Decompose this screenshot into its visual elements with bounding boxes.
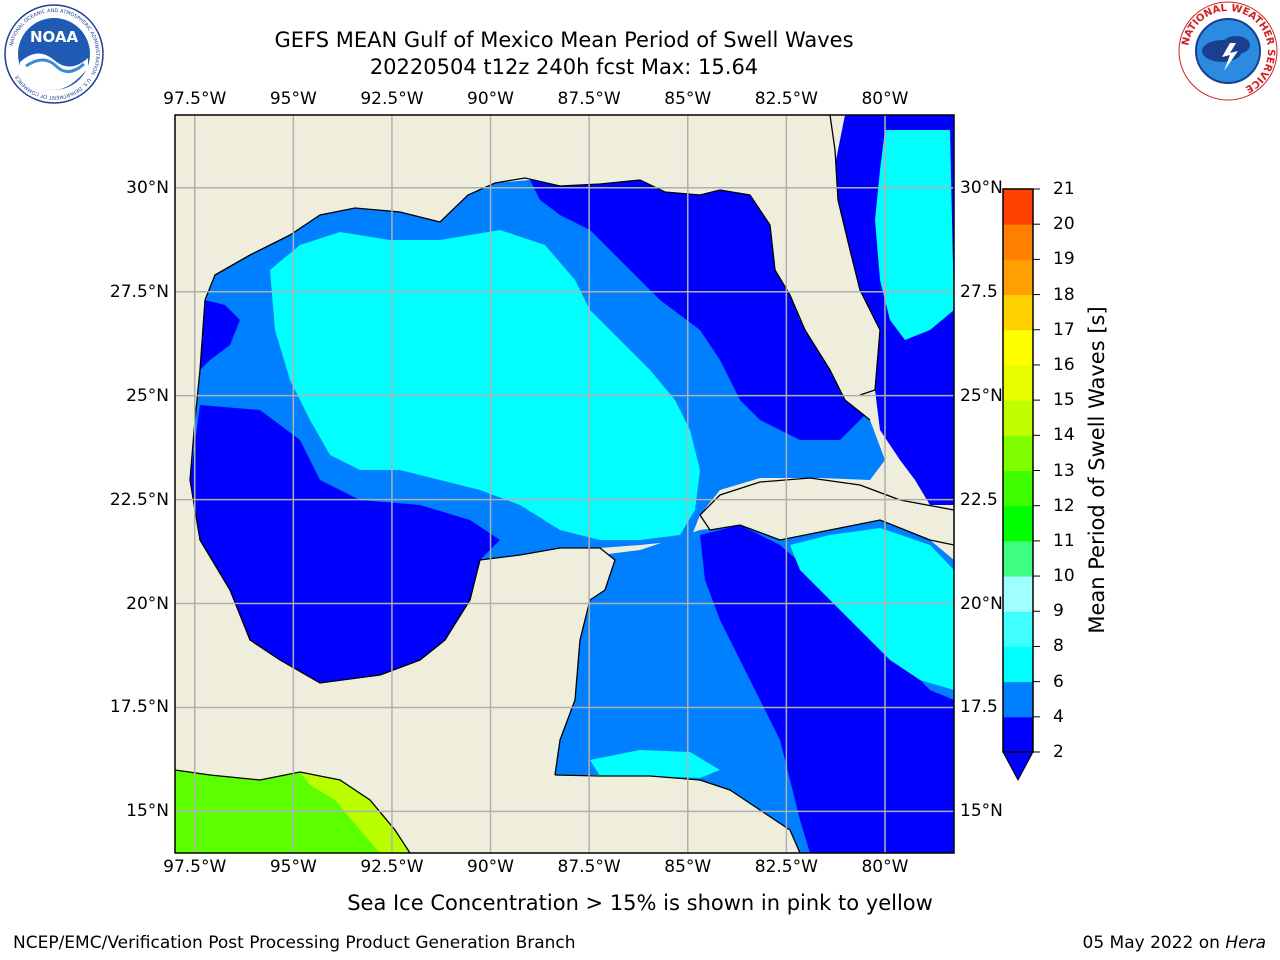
colorbar-cell (1003, 400, 1033, 436)
colorbar-level-label: 9 (1053, 601, 1064, 622)
colorbar-cell (1003, 646, 1033, 683)
colorbar-level-label: 8 (1053, 636, 1064, 657)
colorbar-level-label: 11 (1053, 530, 1075, 551)
pacific-swell-band-12-14 (300, 772, 410, 853)
colorbar-extend-triangle (1002, 751, 1034, 782)
swell-band-6-8-central-gulf (270, 230, 700, 540)
lon-tick-top: 95°W (269, 89, 317, 109)
northern-gulf-coastline (204, 177, 871, 421)
swell-band-2-4-west-gulf (190, 405, 500, 683)
map-frame (174, 114, 955, 854)
map-subtitle: 20220504 t12z 240h fcst Max: 15.64 (369, 55, 759, 79)
colorbar-cell (1003, 224, 1033, 260)
lon-tick-top: 90°W (467, 89, 515, 109)
colorbar-cell (1003, 505, 1033, 542)
pacific-coastline (175, 769, 411, 853)
colorbar-cell (1003, 364, 1033, 401)
footer-date-text: 05 May 2022 on (1082, 933, 1226, 953)
colorbar-cell (1003, 470, 1033, 507)
lon-tick-bottom: 82.5°W (754, 857, 818, 877)
swell-band-2-4-caribbean-west (700, 525, 954, 853)
lat-tick-left: 20°N (126, 593, 169, 614)
lon-tick-bottom: 87.5°W (557, 857, 621, 877)
central-america-coastline (554, 774, 801, 853)
lon-tick-top: 85°W (664, 89, 712, 109)
colorbar-level-label: 19 (1053, 249, 1075, 270)
lat-tick-left: 27.5°N (109, 281, 169, 302)
lat-tick-right: 15°N (960, 801, 1003, 822)
colorbar-level-label: 12 (1053, 495, 1075, 516)
colorbar-cell (1003, 435, 1033, 471)
lat-tick-right: 25°N (960, 385, 1003, 406)
lat-tick-left: 22.5°N (109, 489, 169, 510)
lat-tick-right: 27.5 (960, 281, 998, 302)
lon-tick-bottom: 97.5°W (163, 857, 227, 877)
lon-tick-top: 82.5°W (754, 89, 818, 109)
colorbar-cell (1003, 540, 1033, 577)
lat-tick-left: 25°N (126, 385, 169, 406)
colorbar-level-label: 2 (1053, 742, 1064, 762)
colorbar-level-label: 18 (1053, 284, 1075, 305)
yucatan-land (175, 548, 800, 853)
colorbar-cell (1003, 189, 1033, 225)
swell-band-6-8-caribbean-east (790, 528, 954, 690)
western-gulf-coastline (189, 299, 616, 776)
colorbar-cell (1003, 329, 1033, 366)
texas-coast-land (175, 115, 530, 700)
colorbar-level-label: 15 (1053, 390, 1075, 411)
lon-tick-bottom: 92.5°W (360, 857, 424, 877)
florida-atlantic-coastline (829, 115, 881, 396)
lon-tick-bottom: 80°W (861, 857, 909, 877)
lon-tick-bottom: 90°W (467, 857, 515, 877)
colorbar-cell (1003, 294, 1033, 331)
lat-tick-right: 22.5 (960, 489, 998, 510)
lon-tick-top: 87.5°W (557, 89, 621, 109)
colorbar-level-label: 20 (1053, 214, 1075, 235)
colorbar-level-label: 10 (1053, 566, 1075, 587)
lon-tick-top: 80°W (861, 89, 909, 109)
colorbar-cell (1003, 576, 1033, 612)
lon-tick-top: 97.5°W (163, 89, 227, 109)
footer-host: Hera (1225, 933, 1266, 953)
lat-tick-right: 20°N (960, 593, 1003, 614)
lat-tick-right: 30°N (960, 177, 1003, 198)
lon-tick-bottom: 95°W (269, 857, 317, 877)
noaa-logo-text: NOAA (30, 28, 79, 46)
lat-tick-left: 17.5°N (109, 697, 169, 718)
colorbar-cell (1003, 716, 1033, 753)
colorbar-level-label: 14 (1053, 425, 1075, 446)
noaa-logo: NOAA NATIONAL OCEANIC AND ATMOSPHERIC AD… (4, 4, 104, 104)
colorbar-level-label: 13 (1053, 460, 1075, 481)
colorbar-level-label: 4 (1053, 706, 1064, 727)
lat-tick-left: 15°N (126, 801, 169, 822)
colorbar-level-label: 6 (1053, 671, 1064, 692)
map-title: GEFS MEAN Gulf of Mexico Mean Period of … (274, 28, 854, 52)
cuba-land (700, 478, 954, 545)
colorbar-level-label: 16 (1053, 354, 1075, 375)
nws-logo: NATIONAL WEATHER SERVICE (1178, 1, 1278, 101)
colorbar-level-label: 21 (1053, 179, 1075, 199)
colorbar-cell (1003, 611, 1033, 647)
lon-tick-top: 92.5°W (360, 89, 424, 109)
colorbar-title: Mean Period of Swell Waves [s] (1085, 306, 1109, 634)
lat-tick-left: 30°N (126, 177, 169, 198)
swell-band-2-4-west-coast (200, 300, 240, 370)
colorbar-cell (1003, 681, 1033, 718)
colorbar (1002, 188, 1040, 782)
lon-tick-bottom: 85°W (664, 857, 712, 877)
florida-land (770, 115, 880, 395)
footer-date: 05 May 2022 on Hera (1083, 933, 1267, 953)
sea-ice-caption: Sea Ice Concentration > 15% is shown in … (347, 891, 933, 915)
swell-band-6-8-atlantic (875, 130, 954, 340)
colorbar-cell (1003, 259, 1033, 296)
swell-band-2-4-northeast-gulf (530, 180, 865, 440)
graticule (175, 115, 954, 853)
colorbar-level-label: 17 (1053, 319, 1075, 340)
lat-tick-right: 17.5 (960, 697, 998, 718)
footer-credit: NCEP/EMC/Verification Post Processing Pr… (13, 933, 576, 953)
